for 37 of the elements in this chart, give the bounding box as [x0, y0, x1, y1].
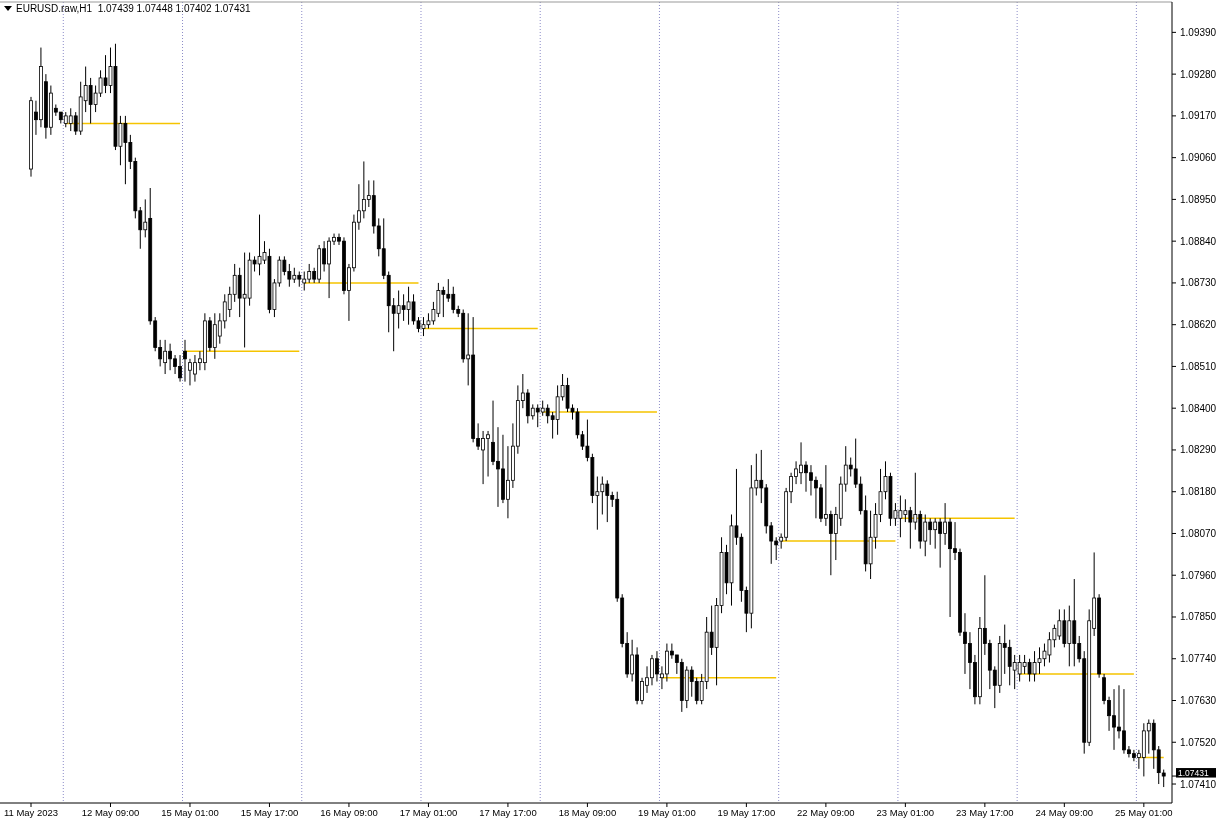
y-tick-label: 1.08730: [1180, 277, 1217, 289]
x-tick-label: 23 May 17:00: [956, 807, 1014, 818]
x-tick-label: 24 May 09:00: [1035, 807, 1094, 818]
x-tick-label: 16 May 09:00: [320, 807, 378, 818]
y-tick-label: 1.07850: [1180, 611, 1217, 623]
x-tick-label: 12 May 09:00: [81, 807, 140, 818]
x-tick-label: 23 May 01:00: [876, 807, 935, 818]
y-tick-label: 1.09280: [1180, 68, 1217, 80]
y-tick-label: 1.09170: [1180, 110, 1217, 122]
x-tick-label: 19 May 17:00: [717, 807, 776, 818]
y-tick-label: 1.08620: [1180, 319, 1217, 331]
x-tick-label: 11 May 2023: [3, 807, 59, 818]
y-tick-label: 1.07520: [1180, 736, 1217, 748]
x-tick-label: 25 May 01:00: [1115, 807, 1173, 818]
y-tick-label: 1.07960: [1180, 569, 1217, 581]
x-tick-label: 17 May 01:00: [399, 807, 458, 818]
chart-title: EURUSD.raw,H1 1.07439 1.07448 1.07402 1.07431: [16, 3, 252, 14]
y-tick-label: 1.08950: [1180, 193, 1217, 205]
y-tick-label: 1.08180: [1180, 486, 1217, 498]
y-tick-label: 1.07740: [1180, 653, 1217, 665]
x-tick-label: 22 May 09:00: [797, 807, 855, 818]
y-tick-label: 1.07630: [1180, 695, 1217, 706]
y-tick-label: 1.09390: [1180, 26, 1217, 38]
y-tick-label: 1.07410: [1180, 778, 1217, 790]
candlestick: [183, 339, 187, 383]
y-tick-label: 1.08070: [1180, 527, 1217, 539]
x-tick-label: 19 May 01:00: [638, 807, 696, 818]
text: 1.07431: [1178, 767, 1209, 778]
x-tick-label: 15 May 17:00: [240, 807, 299, 818]
y-tick-label: 1.08510: [1180, 360, 1217, 372]
x-tick-label: 17 May 17:00: [479, 807, 537, 818]
y-tick-label: 1.08840: [1180, 235, 1217, 247]
x-tick-label: 15 May 01:00: [161, 807, 219, 818]
y-tick-label: 1.09060: [1180, 152, 1217, 164]
y-tick-label: 1.08290: [1180, 444, 1217, 456]
x-tick-label: 18 May 09:00: [558, 807, 617, 818]
y-tick-label: 1.08400: [1180, 402, 1217, 414]
